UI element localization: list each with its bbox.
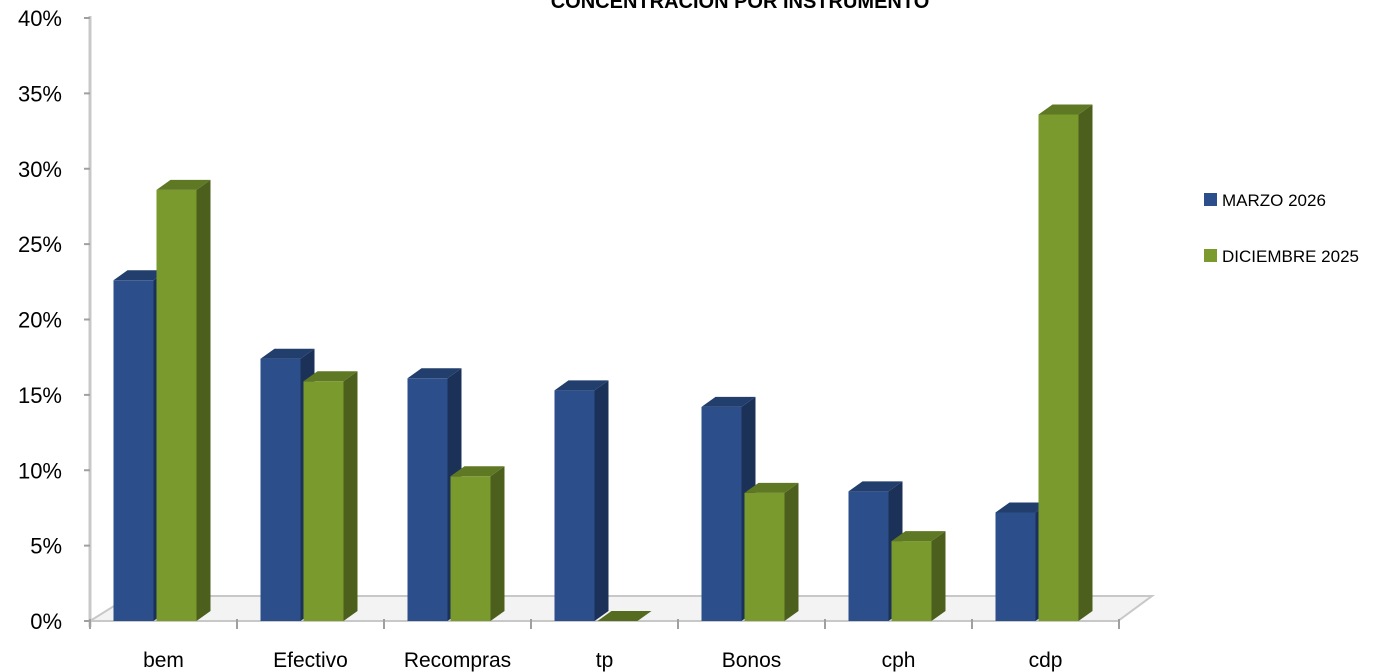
legend-swatch (1204, 249, 1217, 262)
y-tick-label: 10% (18, 458, 62, 483)
x-category-label: Recompras (404, 649, 511, 672)
bar-recompras-series-2 (450, 466, 505, 621)
y-tick-label: 35% (18, 81, 62, 106)
x-category-label: Efectivo (273, 649, 348, 672)
legend-label: DICIEMBRE 2025 (1222, 247, 1359, 266)
y-tick-label: 30% (18, 157, 62, 182)
y-tick-label: 15% (18, 383, 62, 408)
bar-tp-series-2 (597, 611, 652, 621)
y-tick-label: 20% (18, 308, 62, 333)
legend-swatch (1204, 193, 1217, 206)
y-tick-label: 5% (30, 534, 62, 559)
x-category-label: tp (596, 649, 614, 672)
bars (113, 104, 1093, 622)
y-tick-label: 25% (18, 232, 62, 257)
y-tick-label: 40% (18, 6, 62, 31)
bar-bem-series-2 (156, 179, 211, 622)
x-category-label: cdp (1029, 649, 1063, 672)
y-tick-label: 0% (30, 609, 62, 634)
bar-efectivo-series-2 (303, 371, 358, 621)
bar-bonos-series-2 (744, 482, 799, 621)
x-category-label: cph (882, 649, 916, 672)
chart-title: CONCENTRACION POR INSTRUMENTO (551, 0, 930, 13)
legend: MARZO 2026 DICIEMBRE 2025 (1204, 191, 1359, 266)
bar-cdp-series-2 (1038, 104, 1093, 622)
legend-label: MARZO 2026 (1222, 191, 1326, 210)
x-category-label: Bonos (722, 649, 782, 672)
bar-tp-series-1 (554, 380, 609, 621)
x-category-label: bem (143, 649, 184, 672)
bar-cph-series-2 (891, 531, 946, 621)
